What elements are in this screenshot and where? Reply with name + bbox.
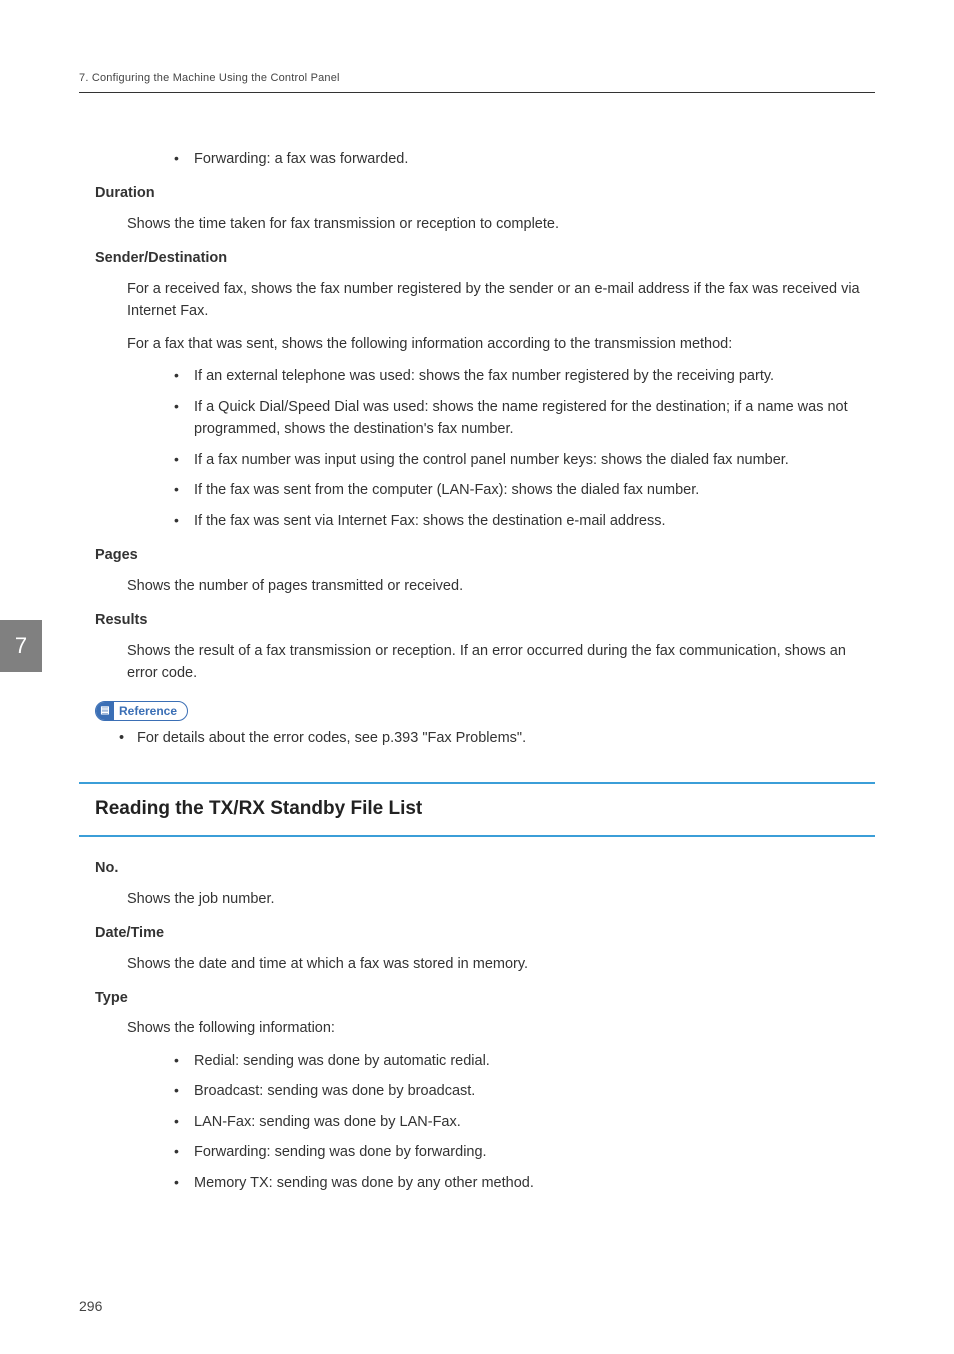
term-type: Type bbox=[79, 987, 875, 1009]
date-time-body: Shows the date and time at which a fax w… bbox=[79, 953, 875, 975]
section-heading-text: Reading the TX/RX Standby File List bbox=[79, 794, 875, 823]
type-list: Redial: sending was done by automatic re… bbox=[79, 1050, 875, 1194]
forwarding-list: Forwarding: a fax was forwarded. bbox=[79, 148, 875, 170]
list-item: Broadcast: sending was done by broadcast… bbox=[174, 1080, 875, 1102]
list-item: Forwarding: sending was done by forwardi… bbox=[174, 1141, 875, 1163]
sender-destination-p1: For a received fax, shows the fax number… bbox=[79, 278, 875, 323]
reference-label: Reference bbox=[114, 702, 187, 720]
list-item: If the fax was sent from the computer (L… bbox=[174, 479, 875, 501]
page-number: 296 bbox=[79, 1298, 102, 1314]
sender-destination-p2: For a fax that was sent, shows the follo… bbox=[79, 333, 875, 355]
reference-list: For details about the error codes, see p… bbox=[79, 727, 875, 749]
pages-body: Shows the number of pages transmitted or… bbox=[79, 575, 875, 597]
reference-item: For details about the error codes, see p… bbox=[119, 727, 875, 749]
reference-icon: ▤ bbox=[96, 702, 114, 720]
type-body: Shows the following information: bbox=[79, 1017, 875, 1039]
list-item: If an external telephone was used: shows… bbox=[174, 365, 875, 387]
list-item: Redial: sending was done by automatic re… bbox=[174, 1050, 875, 1072]
list-item: Memory TX: sending was done by any other… bbox=[174, 1172, 875, 1194]
list-item: If a fax number was input using the cont… bbox=[174, 449, 875, 471]
no-body: Shows the job number. bbox=[79, 888, 875, 910]
sender-destination-list: If an external telephone was used: shows… bbox=[79, 365, 875, 532]
term-duration: Duration bbox=[79, 182, 875, 204]
duration-body: Shows the time taken for fax transmissio… bbox=[79, 213, 875, 235]
reference-badge: ▤ Reference bbox=[95, 701, 188, 721]
term-date-time: Date/Time bbox=[79, 922, 875, 944]
chapter-header: 7. Configuring the Machine Using the Con… bbox=[79, 72, 875, 93]
reference-badge-wrap: ▤ Reference bbox=[95, 698, 875, 721]
term-no: No. bbox=[79, 857, 875, 879]
list-item: Forwarding: a fax was forwarded. bbox=[174, 148, 875, 170]
term-sender-destination: Sender/Destination bbox=[79, 247, 875, 269]
section-heading: Reading the TX/RX Standby File List bbox=[79, 782, 875, 837]
list-item: If a Quick Dial/Speed Dial was used: sho… bbox=[174, 396, 875, 441]
term-results: Results bbox=[79, 609, 875, 631]
list-item: LAN-Fax: sending was done by LAN-Fax. bbox=[174, 1111, 875, 1133]
page-content: Forwarding: a fax was forwarded. Duratio… bbox=[79, 148, 875, 1194]
list-item: If the fax was sent via Internet Fax: sh… bbox=[174, 510, 875, 532]
chapter-tab: 7 bbox=[0, 620, 42, 672]
results-body: Shows the result of a fax transmission o… bbox=[79, 640, 875, 685]
term-pages: Pages bbox=[79, 544, 875, 566]
